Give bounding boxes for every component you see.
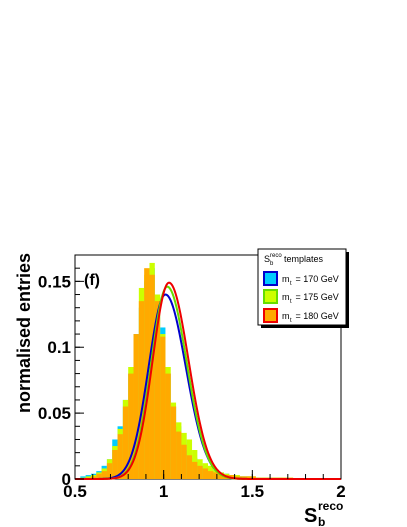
panel-label: (f) xyxy=(84,272,100,289)
legend-entry-prefix: m xyxy=(282,311,290,321)
svg-text:S: S xyxy=(264,254,270,264)
histogram-bar xyxy=(250,476,256,479)
legend-entry: m t = 180 GeV xyxy=(263,308,339,324)
histogram-bar xyxy=(154,301,161,479)
svg-text:S: S xyxy=(304,505,317,527)
histogram-bar xyxy=(133,334,139,479)
legend-title-sub: b xyxy=(270,261,274,267)
histogram-bar xyxy=(213,472,219,479)
histogram-bar xyxy=(181,444,187,479)
histogram-bar xyxy=(176,431,182,479)
histogram-bar xyxy=(117,434,123,479)
x-tick-label: 1.5 xyxy=(241,482,265,501)
y-axis-title: normalised entries xyxy=(14,253,34,413)
histogram-bar xyxy=(186,455,193,479)
histogram-bar xyxy=(165,373,171,479)
y-tick-label: 0.05 xyxy=(38,404,71,423)
x-tick-label: 0.5 xyxy=(63,482,87,501)
x-axis-title: S b reco xyxy=(304,499,343,527)
histogram-bar xyxy=(202,468,208,479)
fit-curve xyxy=(75,281,341,480)
histogram-bar xyxy=(138,301,145,479)
legend-entry-sub: t xyxy=(290,318,292,324)
legend-title-suffix: templates xyxy=(284,254,324,264)
axes: 0.5 1 1.5 2 0 0.05 0.1 0.15 xyxy=(38,254,346,501)
histogram-bar xyxy=(245,476,251,479)
legend-entry: m t = 175 GeV xyxy=(263,289,339,305)
legend-entry-label-180: = 180 GeV xyxy=(293,311,339,321)
histogram-bar xyxy=(106,463,113,479)
svg-text:m: m xyxy=(282,274,290,284)
x-tick-label: 2 xyxy=(336,482,345,501)
x-axis-title-main: S xyxy=(304,505,317,527)
x-axis-title-sup: reco xyxy=(318,499,343,513)
histogram-bar xyxy=(218,473,224,479)
histogram-bar xyxy=(96,473,102,479)
histogram-bar xyxy=(122,406,129,479)
legend-swatch-180 xyxy=(263,308,278,323)
legend-entry-label-170: = 170 GeV xyxy=(293,274,339,284)
y-tick-label: 0 xyxy=(62,470,71,489)
legend-swatch-170 xyxy=(263,271,278,286)
legend-entry-sub: t xyxy=(290,299,292,305)
legend-entry-prefix: m xyxy=(282,274,290,284)
legend-entry: m t = 170 GeV xyxy=(263,271,339,287)
histogram-bar xyxy=(160,336,166,479)
legend-swatch-175 xyxy=(263,289,278,304)
legend-entry-prefix: m xyxy=(282,292,290,302)
svg-text:m: m xyxy=(282,311,290,321)
histogram-bar xyxy=(112,450,118,479)
y-tick-label: 0.1 xyxy=(47,338,71,357)
fit-curves xyxy=(75,281,341,480)
histogram-bar xyxy=(192,461,198,479)
y-tick-label: 0.15 xyxy=(38,272,71,291)
histogram-bar xyxy=(90,476,97,479)
histogram-bar xyxy=(149,274,155,479)
histogram-bar xyxy=(208,471,214,479)
x-tick-label: 1 xyxy=(159,482,168,501)
histogram-bar xyxy=(170,406,177,479)
histogram-bar xyxy=(197,465,203,479)
legend-title-sup: reco xyxy=(270,253,282,259)
histogram-bar xyxy=(128,373,134,479)
legend: S b reco templates m t = 170 GeV m t = 1… xyxy=(257,248,349,328)
histogram-bar xyxy=(239,476,246,479)
legend-title-main: S xyxy=(264,254,270,264)
legend-entry-sub: t xyxy=(290,281,292,287)
histogram-bar xyxy=(101,471,107,479)
svg-text:m: m xyxy=(282,292,290,302)
legend-entry-label-175: = 175 GeV xyxy=(293,292,339,302)
x-axis-title-sub: b xyxy=(318,515,325,527)
